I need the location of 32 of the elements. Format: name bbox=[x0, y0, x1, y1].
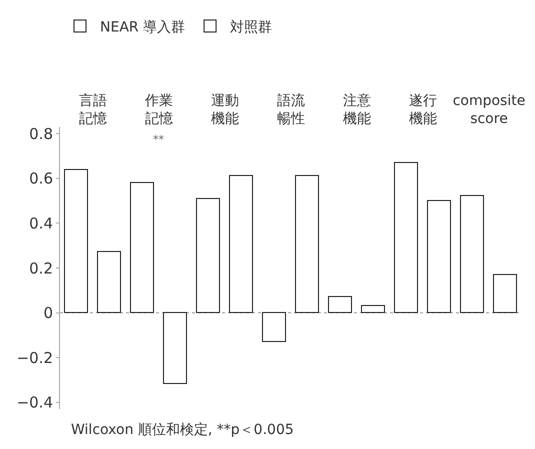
y-tick-label: −0.2 bbox=[16, 348, 53, 367]
bar bbox=[130, 182, 154, 313]
y-tick-label: 0.6 bbox=[29, 170, 53, 188]
y-tick-label: −0.4 bbox=[16, 394, 53, 412]
legend-label: 対照群 bbox=[230, 19, 272, 36]
bar bbox=[427, 200, 451, 313]
x-tick-label: 語流暢性 bbox=[277, 93, 305, 128]
y-tick-label: 0.8 bbox=[29, 124, 53, 143]
x-tick-label: composite score bbox=[452, 93, 526, 128]
legend-label: NEAR 導入群 bbox=[100, 19, 186, 36]
x-tick-label: 作業記憶 bbox=[144, 93, 173, 128]
bar bbox=[64, 169, 88, 313]
y-tick-label: 0.4 bbox=[29, 214, 53, 232]
bar bbox=[328, 296, 352, 313]
x-tick-label: 遂行機能 bbox=[409, 93, 437, 128]
bar bbox=[394, 162, 418, 313]
bar bbox=[97, 251, 121, 313]
x-tick-label: 言語記憶 bbox=[79, 93, 107, 128]
bar bbox=[493, 274, 517, 313]
bar bbox=[196, 198, 220, 313]
bar bbox=[262, 312, 286, 342]
text: Wilcoxon 順位和検定, **p＜0.005 bbox=[71, 422, 294, 438]
bar bbox=[361, 305, 385, 313]
x-tick-label: 注意機能 bbox=[343, 93, 371, 128]
y-tick-label: 0 bbox=[43, 304, 53, 322]
x-tick-label: 運動機能 bbox=[211, 93, 239, 128]
y-tick-label: 0.2 bbox=[29, 259, 53, 278]
annotation: ** bbox=[153, 133, 164, 146]
bar bbox=[229, 175, 253, 313]
bar bbox=[295, 175, 319, 313]
bar bbox=[163, 312, 187, 384]
bar bbox=[460, 195, 484, 313]
